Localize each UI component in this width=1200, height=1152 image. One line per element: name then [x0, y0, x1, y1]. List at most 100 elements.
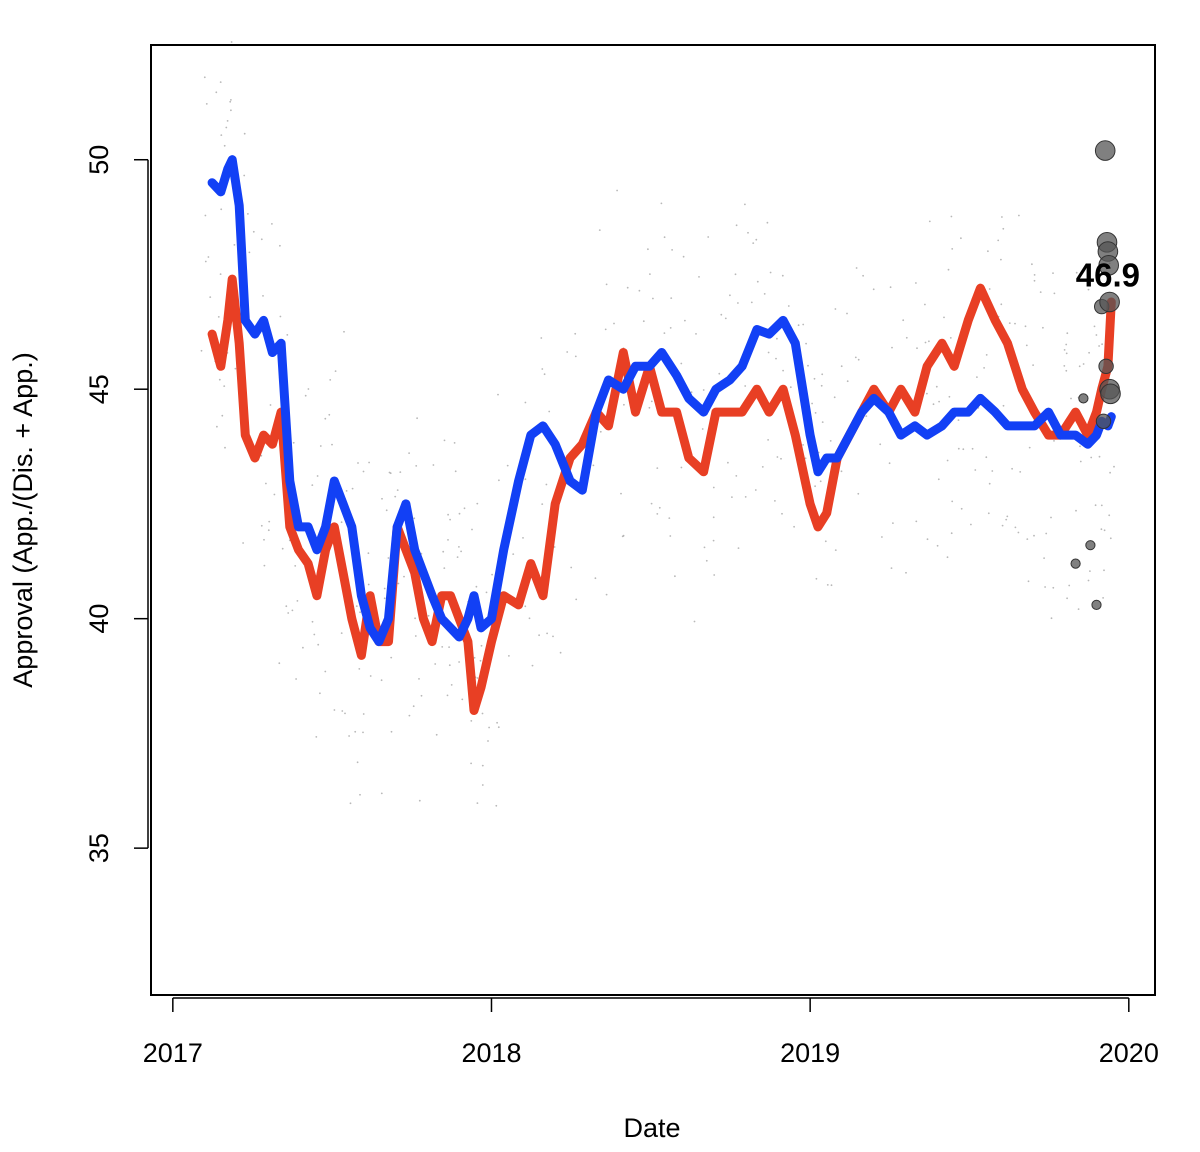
background-dot: [279, 315, 282, 318]
background-dot: [461, 698, 464, 701]
x-axis: 2017 2018 2019 2020: [143, 997, 1159, 1068]
series-line-1: [207, 274, 1116, 715]
background-dot: [1039, 291, 1042, 293]
background-dot: [1098, 455, 1101, 458]
background-dot: [403, 575, 405, 578]
background-dot: [476, 802, 479, 804]
background-dot: [744, 203, 746, 206]
background-dot: [862, 274, 864, 277]
background-dot: [279, 244, 281, 247]
background-dot: [1005, 518, 1008, 521]
background-dot: [935, 385, 938, 388]
background-dot: [928, 340, 930, 343]
background-dot: [216, 425, 218, 428]
background-dot: [443, 439, 446, 442]
background-dot: [670, 297, 673, 299]
background-dot: [316, 475, 319, 477]
background-dot: [291, 609, 294, 612]
background-dot: [351, 487, 354, 490]
background-dot: [605, 593, 608, 596]
background-dot: [390, 730, 393, 733]
background-dot: [1026, 538, 1029, 540]
background-dot: [750, 301, 753, 304]
background-dot: [663, 332, 666, 334]
background-dot: [226, 120, 229, 122]
background-dot: [814, 412, 817, 414]
background-dot: [354, 730, 357, 733]
background-dot: [383, 597, 386, 600]
background-dot: [776, 456, 779, 458]
background-dot: [613, 322, 615, 325]
background-dot: [658, 506, 661, 509]
background-dot: [948, 395, 951, 398]
background-dot: [387, 557, 390, 559]
background-dot: [1045, 532, 1048, 535]
background-dot: [744, 496, 747, 498]
background-dot: [1001, 524, 1004, 527]
background-dot: [802, 444, 804, 446]
background-dot: [447, 539, 449, 541]
background-dot: [1103, 529, 1106, 532]
background-dot: [317, 643, 320, 646]
background-dot: [926, 538, 929, 541]
poll-dot: [1078, 393, 1089, 404]
background-dot: [680, 466, 683, 469]
background-dot: [449, 518, 451, 521]
background-dot: [463, 507, 466, 510]
plot-frame: [150, 44, 1156, 996]
background-dot: [652, 297, 654, 300]
background-dot: [269, 404, 272, 406]
background-dot: [797, 324, 800, 327]
background-dot: [345, 490, 348, 492]
background-dot: [396, 489, 399, 491]
background-dot: [888, 462, 891, 465]
background-dot: [447, 513, 449, 516]
background-dot: [854, 356, 857, 359]
background-dot: [448, 646, 450, 648]
x-tick-label: 2018: [461, 1038, 521, 1068]
background-dot: [1102, 597, 1104, 599]
background-dot: [281, 547, 284, 550]
background-dot: [287, 612, 290, 614]
background-dot: [731, 496, 733, 498]
background-dot: [1050, 516, 1052, 519]
background-dot: [307, 388, 310, 390]
background-dot: [943, 316, 945, 319]
background-dot: [1098, 345, 1100, 347]
background-dot: [775, 357, 777, 360]
background-dot: [311, 484, 314, 486]
background-dot: [1065, 352, 1068, 355]
background-dot: [701, 428, 704, 430]
background-dot: [524, 478, 527, 481]
background-dot: [592, 464, 595, 467]
background-dot: [355, 605, 358, 607]
background-dot: [970, 523, 972, 526]
background-dot: [761, 466, 764, 468]
background-dot: [684, 319, 686, 322]
background-dot: [570, 566, 573, 569]
background-dot: [642, 320, 645, 323]
background-dot: [649, 273, 651, 275]
background-dot: [357, 462, 359, 464]
background-dot: [340, 632, 343, 634]
background-dot: [329, 379, 332, 381]
background-dot: [225, 126, 228, 129]
background-dot: [267, 529, 270, 532]
background-dot: [218, 378, 221, 381]
background-dot: [221, 414, 224, 417]
background-dot: [947, 268, 950, 271]
background-dot: [488, 726, 490, 729]
background-dot: [319, 692, 321, 695]
background-dot: [881, 536, 883, 538]
background-dot: [362, 731, 364, 734]
background-dot: [344, 712, 346, 715]
background-dot: [414, 635, 417, 637]
background-dot: [302, 646, 304, 649]
background-dot: [541, 503, 544, 505]
background-dot: [985, 456, 988, 459]
background-dot: [435, 733, 438, 736]
background-dot: [476, 502, 479, 505]
background-dot: [1108, 514, 1111, 517]
background-dot: [802, 323, 805, 326]
